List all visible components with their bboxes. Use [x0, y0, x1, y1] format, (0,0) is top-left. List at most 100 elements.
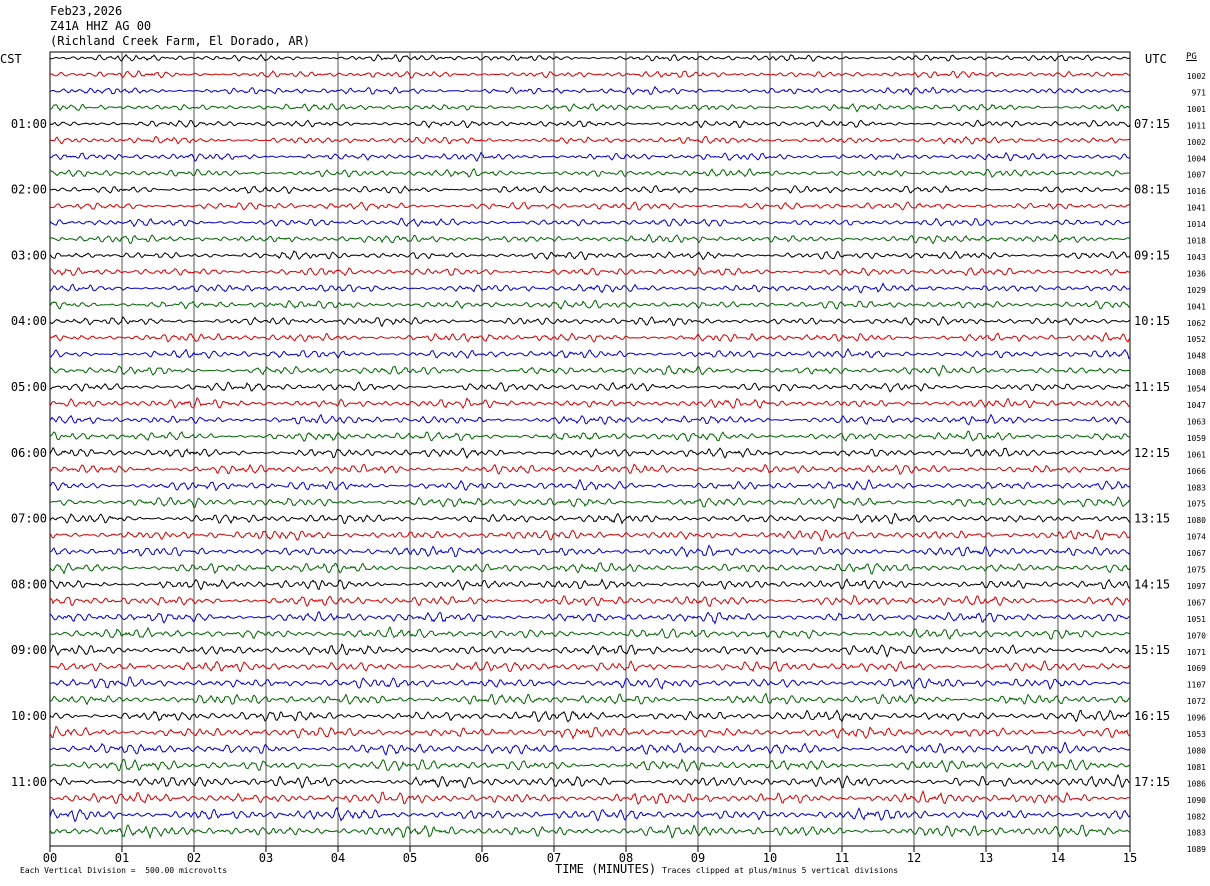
x-tick-label: 04 [331, 851, 345, 865]
left-hour-label: 09:00 [11, 643, 47, 657]
seismic-trace [49, 773, 1131, 789]
seismic-trace [49, 315, 1131, 328]
trace-offset-label: 1029 [1187, 286, 1206, 295]
right-hour-label: 11:15 [1134, 380, 1170, 394]
seismic-trace [49, 562, 1131, 575]
x-tick-label: 07 [547, 851, 561, 865]
trace-offset-label: 1067 [1187, 598, 1206, 607]
seismic-trace [49, 299, 1131, 311]
x-tick-label: 15 [1123, 851, 1137, 865]
trace-offset-label: 1016 [1187, 187, 1206, 196]
clip-note: Traces clipped at plus/minus 5 vertical … [662, 866, 899, 875]
left-hour-label: 11:00 [11, 775, 47, 789]
seismic-trace [49, 529, 1131, 542]
trace-offset-label: 1081 [1187, 763, 1206, 772]
trace-offset-label: 1041 [1187, 204, 1206, 213]
x-tick-label: 06 [475, 851, 489, 865]
seismic-trace [49, 184, 1131, 195]
seismic-trace [49, 347, 1131, 360]
x-tick-label: 13 [979, 851, 993, 865]
trace-offset-label: 1090 [1187, 796, 1206, 805]
left-timezone-label: CST [0, 52, 22, 66]
right-hour-label: 14:15 [1134, 577, 1170, 591]
trace-offset-label: 1007 [1187, 171, 1206, 180]
seismic-trace [49, 267, 1131, 277]
trace-offset-label: 1083 [1187, 829, 1206, 838]
trace-offset-label: 1041 [1187, 302, 1206, 311]
trace-offset-label: 1014 [1187, 220, 1206, 229]
seismic-trace [49, 364, 1131, 377]
x-tick-label: 05 [403, 851, 417, 865]
seismic-trace [49, 397, 1131, 410]
x-tick-label: 12 [907, 851, 921, 865]
seismic-trace [49, 430, 1131, 443]
left-hour-label: 04:00 [11, 314, 47, 328]
left-hour-label: 05:00 [11, 380, 47, 394]
left-hour-label: 10:00 [11, 709, 47, 723]
trace-offset-label: 1075 [1187, 500, 1206, 509]
x-tick-label: 10 [763, 851, 777, 865]
seismic-trace [49, 201, 1131, 211]
trace-offset-label: 1067 [1187, 549, 1206, 558]
right-hour-label: 10:15 [1134, 314, 1170, 328]
right-hour-label: 09:15 [1134, 248, 1170, 262]
scale-note: Each Vertical Division = 500.00 microvol… [20, 866, 228, 875]
left-hour-label: 03:00 [11, 248, 47, 262]
trace-offset-label: 971 [1192, 88, 1207, 97]
seismic-trace [49, 789, 1131, 806]
right-timezone-label: UTC [1145, 52, 1167, 66]
trace-offset-label: 1080 [1187, 516, 1206, 525]
x-tick-label: 01 [115, 851, 129, 865]
seismic-trace [49, 85, 1131, 96]
trace-offset-label: 1018 [1187, 237, 1206, 246]
seismic-trace [49, 70, 1131, 79]
x-tick-label: 14 [1051, 851, 1065, 865]
x-tick-label: 09 [691, 851, 705, 865]
seismic-trace [49, 119, 1131, 129]
trace-offset-label: 1043 [1187, 253, 1206, 262]
x-tick-label: 08 [619, 851, 633, 865]
trace-offset-label: 1053 [1187, 730, 1206, 739]
trace-offset-label: 1036 [1187, 269, 1206, 278]
plot-date: Feb23,2026 [50, 4, 123, 18]
plot-frame [49, 51, 1131, 847]
seismic-trace [49, 135, 1131, 145]
trace-offset-label: 1086 [1187, 779, 1206, 788]
x-tick-label: 11 [835, 851, 849, 865]
seismic-trace [49, 217, 1131, 228]
trace-offset-label: 1074 [1187, 533, 1206, 542]
seismic-trace [49, 512, 1131, 525]
trace-offset-label: 1052 [1187, 335, 1206, 344]
right-hour-label: 17:15 [1134, 775, 1170, 789]
trace-offset-label: 1011 [1187, 121, 1206, 130]
station-code: Z41A HHZ AG 00 [50, 19, 152, 33]
seismic-trace [49, 250, 1131, 261]
trace-offset-label: 1083 [1187, 483, 1206, 492]
seismic-trace [49, 660, 1131, 673]
x-tick-label: 03 [259, 851, 273, 865]
trace-offset-label: 1008 [1187, 368, 1206, 377]
seismic-trace [49, 594, 1131, 608]
trace-offset-label: 1048 [1187, 352, 1206, 361]
trace-offset-label: 1089 [1187, 845, 1206, 854]
pg-label: PG [1186, 52, 1197, 62]
seismic-trace [49, 463, 1131, 476]
right-hour-label: 12:15 [1134, 446, 1170, 460]
seismic-trace [49, 544, 1131, 558]
trace-offset-label: 1069 [1187, 664, 1206, 673]
left-hour-label: 06:00 [11, 446, 47, 460]
trace-offset-label: 1070 [1187, 631, 1206, 640]
trace-offset-label: 1062 [1187, 319, 1206, 328]
seismic-trace [49, 643, 1131, 658]
left-hour-label: 08:00 [11, 577, 47, 591]
seismic-trace [49, 824, 1131, 840]
right-hour-label: 16:15 [1134, 709, 1170, 723]
seismic-trace [49, 806, 1131, 823]
seismic-trace [49, 447, 1131, 459]
trace-offset-label: 1107 [1187, 681, 1206, 690]
trace-offset-label: 1096 [1187, 714, 1206, 723]
seismic-trace [49, 626, 1131, 640]
trace-offset-label: 1047 [1187, 401, 1206, 410]
seismic-trace [49, 53, 1131, 63]
